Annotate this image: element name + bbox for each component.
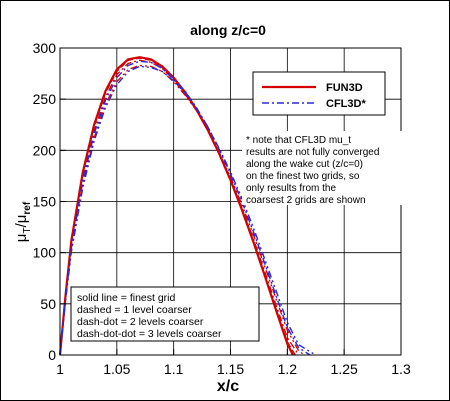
y-axis-label-slash: / — [13, 222, 30, 227]
style-key-line-1: solid line = finest grid — [77, 292, 176, 304]
style-key-line-4: dash-dot-dot = 3 levels coarser — [77, 328, 222, 340]
note-line-1: * note that CFL3D mu_t — [246, 135, 351, 146]
y-tick-label: 300 — [33, 40, 57, 56]
y-axis-ticks: 0 50 100 150 200 250 300 — [33, 40, 66, 363]
x-tick-label: 1 — [56, 361, 64, 377]
x-tick-label: 1.25 — [331, 361, 358, 377]
x-tick-label: 1.15 — [217, 361, 244, 377]
y-axis-label-mu-sub: T — [22, 227, 33, 233]
line-style-key: solid line = finest grid dashed = 1 leve… — [70, 286, 260, 342]
convergence-note: * note that CFL3D mu_t results are not f… — [242, 131, 402, 206]
legend-label-fun3d: FUN3D — [326, 82, 363, 94]
note-background — [242, 131, 402, 205]
x-axis-ticks: 1 1.05 1.1 1.15 1.2 1.25 1.3 — [56, 349, 411, 377]
x-tick-label: 1.3 — [391, 361, 411, 377]
y-axis-label-ref-sub: ref — [22, 201, 33, 214]
y-axis-label: μT/μref — [13, 201, 33, 242]
legend: FUN3D CFL3D* — [252, 71, 386, 116]
note-line-4: on the finest two grids, so — [246, 171, 360, 182]
series-line-fun3d-3 — [59, 64, 305, 356]
style-key-line-3: dash-dot = 2 levels coarser — [77, 316, 204, 328]
note-line-2: results are not fully converged — [246, 147, 379, 158]
series-line-cfl3d-4 — [59, 60, 311, 356]
chart-title: along z/c=0 — [190, 22, 266, 38]
x-axis-label: x/c — [217, 378, 239, 395]
note-line-5: only results from the — [246, 183, 336, 194]
y-tick-label: 250 — [33, 91, 57, 107]
series-line-fun3d-2 — [59, 59, 300, 356]
line-style-key-box — [70, 286, 260, 342]
y-axis-label-mu-ref: μ — [13, 215, 30, 224]
note-line-3: along the wake cut (z/c=0) — [246, 159, 363, 170]
y-tick-label: 200 — [33, 142, 57, 158]
note-line-6: coarsest 2 grids are shown — [246, 195, 366, 206]
y-tick-label: 0 — [48, 347, 56, 363]
y-tick-label: 150 — [33, 194, 57, 210]
y-tick-label: 50 — [40, 296, 56, 312]
y-tick-label: 100 — [33, 245, 57, 261]
x-tick-label: 1.05 — [103, 361, 130, 377]
x-tick-label: 1.2 — [278, 361, 298, 377]
x-tick-label: 1.1 — [164, 361, 184, 377]
legend-label-cfl3d: CFL3D* — [326, 98, 366, 110]
y-axis-label-mu: μ — [13, 234, 30, 243]
series-layer — [58, 56, 317, 356]
legend-box — [252, 71, 386, 116]
style-key-line-2: dashed = 1 level coarser — [77, 304, 192, 316]
series-line-fun3d-1 — [59, 57, 296, 356]
